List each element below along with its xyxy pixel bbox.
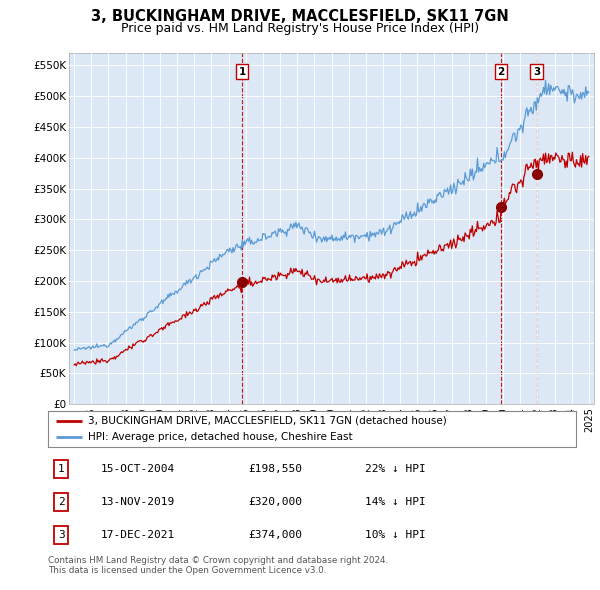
Text: HPI: Average price, detached house, Cheshire East: HPI: Average price, detached house, Ches… <box>88 432 352 442</box>
Text: 3: 3 <box>533 67 541 77</box>
Text: 2: 2 <box>497 67 505 77</box>
Text: 17-DEC-2021: 17-DEC-2021 <box>101 530 175 540</box>
Text: 1: 1 <box>238 67 246 77</box>
Text: 2: 2 <box>58 497 65 507</box>
Text: £374,000: £374,000 <box>248 530 302 540</box>
Text: 14% ↓ HPI: 14% ↓ HPI <box>365 497 425 507</box>
Text: 3: 3 <box>58 530 65 540</box>
Text: £320,000: £320,000 <box>248 497 302 507</box>
Text: 3, BUCKINGHAM DRIVE, MACCLESFIELD, SK11 7GN: 3, BUCKINGHAM DRIVE, MACCLESFIELD, SK11 … <box>91 9 509 24</box>
Text: £198,550: £198,550 <box>248 464 302 474</box>
Text: 13-NOV-2019: 13-NOV-2019 <box>101 497 175 507</box>
Text: 22% ↓ HPI: 22% ↓ HPI <box>365 464 425 474</box>
Text: 3, BUCKINGHAM DRIVE, MACCLESFIELD, SK11 7GN (detached house): 3, BUCKINGHAM DRIVE, MACCLESFIELD, SK11 … <box>88 415 446 425</box>
Text: Contains HM Land Registry data © Crown copyright and database right 2024.
This d: Contains HM Land Registry data © Crown c… <box>48 556 388 575</box>
Text: 10% ↓ HPI: 10% ↓ HPI <box>365 530 425 540</box>
Text: 1: 1 <box>58 464 65 474</box>
Text: 15-OCT-2004: 15-OCT-2004 <box>101 464 175 474</box>
Text: Price paid vs. HM Land Registry's House Price Index (HPI): Price paid vs. HM Land Registry's House … <box>121 22 479 35</box>
